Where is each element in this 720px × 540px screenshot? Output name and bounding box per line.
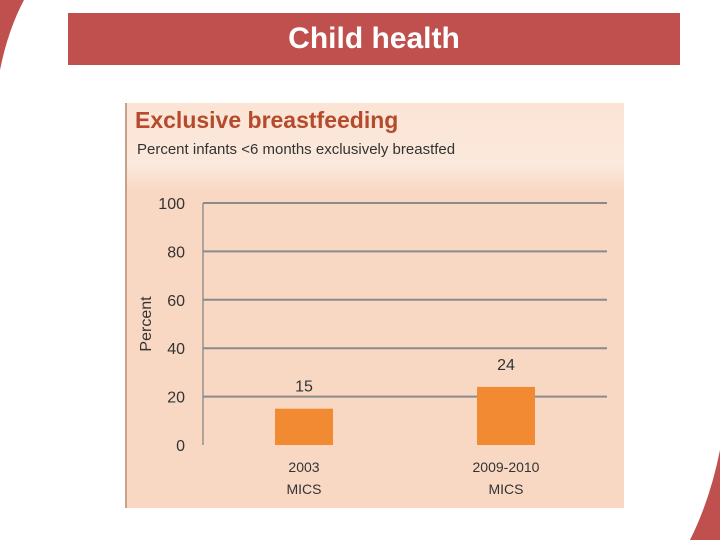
x-tick-label: MICS (287, 481, 322, 497)
y-tick-label: 60 (167, 293, 185, 310)
y-tick-label: 40 (167, 341, 185, 358)
y-tick-label: 20 (167, 390, 185, 407)
chart-title: Exclusive breastfeeding (135, 107, 399, 133)
y-tick-label: 80 (167, 244, 185, 261)
chart-header: Exclusive breastfeeding Percent infants … (127, 103, 624, 191)
y-tick-label: 100 (158, 196, 185, 213)
bar-2 (477, 386, 535, 445)
bar-chart: 0 20 40 60 80 100 Percent 15 2003 MICS 24 2009-2010… (138, 196, 607, 497)
x-tick-label: 2009-2010 (473, 459, 540, 475)
chart-panel: Exclusive breastfeeding Percent infants … (125, 103, 624, 508)
y-axis-label: Percent (138, 296, 155, 352)
bar-1 (275, 408, 333, 445)
left-corner-decoration (0, 0, 24, 70)
right-corner-decoration (690, 450, 720, 540)
data-label-2: 24 (497, 357, 515, 374)
y-tick-label: 0 (176, 438, 185, 455)
x-tick-label: 2003 (288, 459, 319, 475)
data-label-1: 15 (295, 379, 313, 396)
x-tick-label: MICS (489, 481, 524, 497)
slide-title: Child health (288, 22, 460, 55)
chart-subtitle: Percent infants <6 months exclusively br… (137, 141, 456, 158)
slide-title-banner: Child health (68, 13, 680, 65)
